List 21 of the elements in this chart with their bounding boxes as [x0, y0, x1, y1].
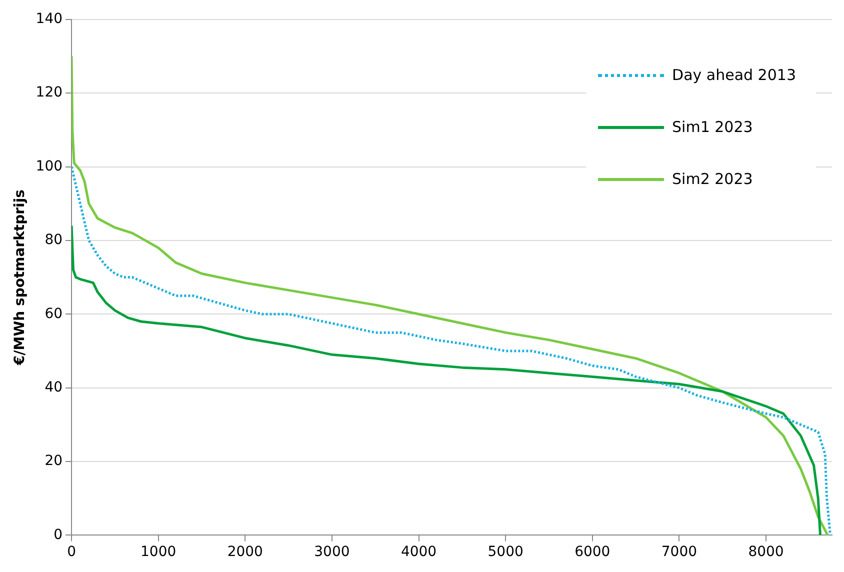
- y-tick-label: 40: [44, 379, 63, 396]
- y-tick-label: 0: [54, 526, 63, 543]
- legend-label: Sim1 2023: [672, 118, 753, 136]
- y-tick-label: 120: [36, 84, 63, 101]
- x-tick-label: 1000: [140, 544, 176, 560]
- legend-label: Sim2 2023: [672, 170, 753, 188]
- x-tick-label: 2000: [227, 544, 263, 560]
- x-tick-label: 6000: [574, 544, 610, 560]
- y-tick-label: 60: [44, 306, 63, 322]
- x-tick-label: 7000: [661, 544, 698, 560]
- x-tick-label: 8000: [748, 544, 784, 560]
- x-tick-label: 0: [67, 544, 76, 560]
- x-tick-label: 5000: [488, 544, 524, 560]
- y-axis-title: €/MWh spotmarktprijs: [12, 190, 28, 366]
- y-tick-label: 20: [44, 453, 63, 470]
- y-tick-label: 80: [44, 232, 63, 248]
- y-tick-label: 100: [36, 158, 63, 174]
- x-tick-label: 4000: [400, 544, 437, 560]
- legend-label: Day ahead 2013: [672, 66, 796, 84]
- y-tick-label: 140: [36, 11, 63, 28]
- x-tick-label: 3000: [314, 544, 350, 560]
